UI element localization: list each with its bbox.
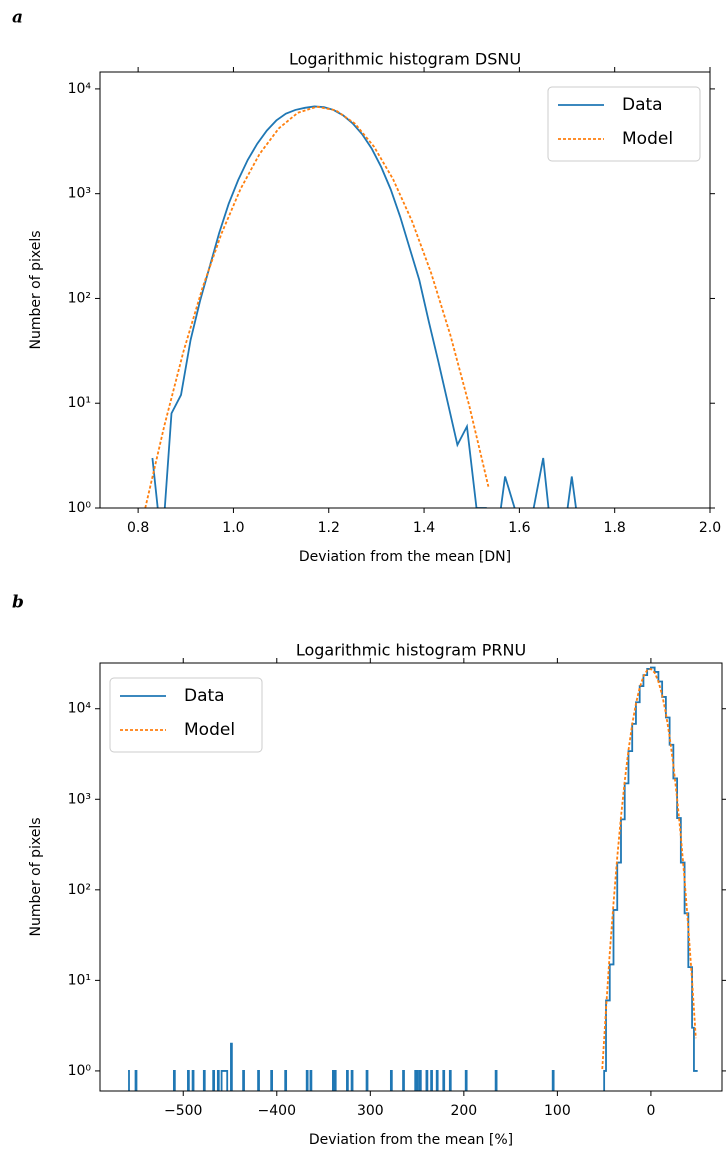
plot-area	[128, 666, 698, 1091]
chart-title: Logarithmic histogram DSNU	[289, 50, 521, 69]
y-tick-label: 10⁰	[68, 1063, 92, 1079]
series-line	[151, 105, 591, 508]
legend: Data Model	[109, 677, 263, 753]
x-tick-label: 1.8	[604, 520, 626, 536]
y-tick-label: 10²	[68, 290, 91, 306]
x-tick-label: 100	[544, 1103, 571, 1119]
axes-frame	[99, 71, 711, 509]
y-tick-label: 10²	[68, 882, 91, 898]
subplot: b Logarithmic histogram PRNU Deviation fro…	[12, 593, 726, 1148]
chart-title: Logarithmic histogram PRNU	[296, 641, 526, 660]
legend-label: Model	[184, 720, 235, 740]
axes-frame	[99, 662, 723, 1092]
legend-label: Data	[184, 686, 225, 706]
x-tick-label: −400	[258, 1103, 296, 1119]
legend: Data Model	[547, 86, 701, 162]
y-axis-label: Number of pixels	[28, 817, 44, 936]
panel-label: b	[12, 593, 24, 613]
legend-label: Model	[622, 129, 673, 149]
plot-area	[144, 105, 591, 508]
x-tick-label: 200	[450, 1103, 477, 1119]
x-tick-label: 0	[646, 1103, 655, 1119]
x-tick-label: 1.4	[413, 520, 435, 536]
y-axis-label: Number of pixels	[28, 230, 44, 349]
x-axis-label: Deviation from the mean [%]	[309, 1132, 513, 1148]
legend-label: Data	[622, 95, 663, 115]
y-tick-label: 10³	[68, 186, 91, 202]
subplot: a Logarithmic histogram DSNU Deviation fro…	[12, 8, 721, 566]
y-tick-label: 10³	[68, 791, 91, 807]
x-tick-label: 1.6	[508, 520, 530, 536]
x-tick-label: 1.2	[318, 520, 340, 536]
x-tick-label: 1.0	[222, 520, 244, 536]
y-tick-label: 10⁴	[68, 81, 92, 97]
y-tick-label: 10⁰	[68, 500, 92, 516]
x-tick-label: 300	[357, 1103, 384, 1119]
x-tick-label: 0.8	[127, 520, 149, 536]
series-line	[601, 667, 697, 1070]
panel-label: a	[12, 8, 23, 28]
x-tick-label: −500	[164, 1103, 202, 1119]
y-tick-label: 10⁴	[68, 701, 92, 717]
x-tick-label: 2.0	[699, 520, 721, 536]
y-tick-label: 10¹	[68, 972, 91, 988]
x-axis-label: Deviation from the mean [DN]	[299, 549, 511, 565]
y-tick-label: 10¹	[68, 395, 91, 411]
series-line	[144, 105, 490, 508]
